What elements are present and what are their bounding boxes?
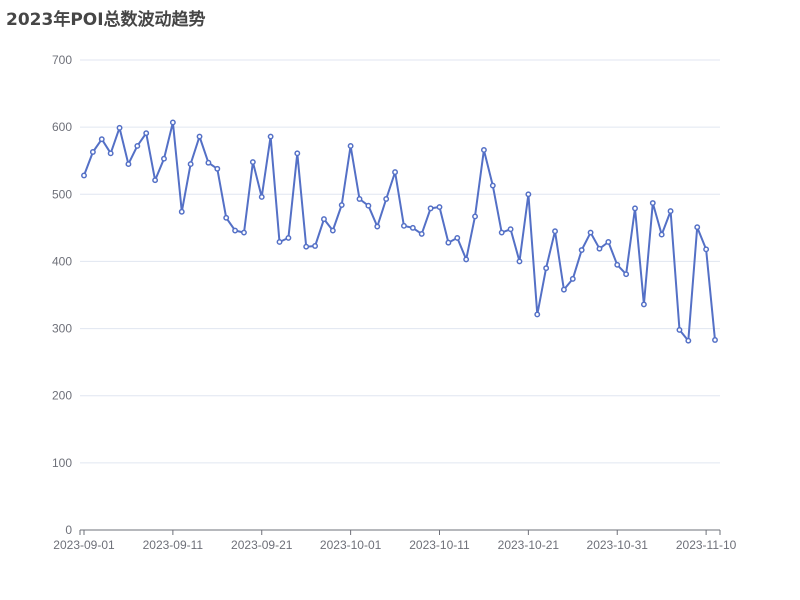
data-point[interactable]: [614, 261, 621, 268]
data-point[interactable]: [267, 133, 274, 140]
data-point[interactable]: [534, 311, 541, 318]
data-point[interactable]: [356, 196, 363, 202]
data-point[interactable]: [321, 216, 327, 223]
data-point[interactable]: [427, 205, 434, 212]
data-point[interactable]: [178, 208, 185, 215]
chart-title: 2023年POI总数波动趋势: [6, 10, 206, 30]
data-point[interactable]: [312, 243, 319, 249]
data-point[interactable]: [223, 214, 230, 221]
data-point[interactable]: [525, 191, 532, 198]
data-point[interactable]: [605, 239, 612, 245]
data-point[interactable]: [578, 247, 585, 253]
data-point[interactable]: [552, 228, 558, 235]
data-point[interactable]: [338, 202, 345, 208]
data-point[interactable]: [712, 337, 718, 343]
data-point[interactable]: [418, 230, 425, 237]
y-tick-label: 700: [52, 53, 72, 67]
data-point[interactable]: [480, 147, 487, 153]
data-point[interactable]: [498, 229, 505, 236]
data-point[interactable]: [214, 165, 221, 172]
data-point[interactable]: [436, 204, 443, 210]
x-tick-label: 2023-10-01: [320, 538, 382, 552]
data-point[interactable]: [560, 286, 567, 293]
x-tick-label: 2023-10-11: [409, 538, 470, 552]
data-points: [81, 119, 718, 344]
data-point[interactable]: [205, 159, 212, 166]
data-point[interactable]: [329, 227, 336, 234]
data-point[interactable]: [276, 239, 283, 245]
data-point[interactable]: [232, 227, 239, 234]
data-point[interactable]: [81, 172, 87, 179]
data-point[interactable]: [392, 169, 399, 176]
data-point[interactable]: [365, 202, 372, 209]
data-point[interactable]: [640, 301, 647, 308]
data-point[interactable]: [98, 136, 105, 143]
data-point[interactable]: [445, 239, 452, 246]
data-point[interactable]: [676, 326, 683, 333]
data-point[interactable]: [649, 200, 656, 206]
x-tick-label: 2023-10-31: [587, 538, 649, 552]
data-point[interactable]: [383, 196, 390, 202]
y-tick-labels: 0 100 200 300 400 500 600 700: [52, 53, 72, 537]
data-point[interactable]: [667, 208, 674, 215]
data-point[interactable]: [703, 246, 710, 253]
x-tick-label: 2023-11-10: [676, 538, 737, 552]
data-point[interactable]: [409, 224, 416, 231]
y-tick-label: 600: [52, 120, 72, 134]
data-point[interactable]: [685, 337, 692, 344]
data-point[interactable]: [516, 258, 523, 265]
series-line: [83, 121, 716, 342]
data-point[interactable]: [489, 182, 496, 189]
x-tick-label: 2023-09-21: [231, 538, 293, 552]
series-polyline: [83, 121, 716, 342]
data-point[interactable]: [454, 234, 461, 241]
y-tick-label: 500: [52, 187, 72, 201]
x-tick-label: 2023-10-21: [498, 538, 560, 552]
data-point[interactable]: [569, 275, 576, 282]
data-point[interactable]: [596, 245, 603, 252]
data-point[interactable]: [472, 213, 478, 220]
data-point[interactable]: [623, 271, 630, 278]
data-point[interactable]: [285, 234, 292, 241]
data-point[interactable]: [258, 194, 265, 200]
data-point[interactable]: [107, 150, 114, 157]
data-point[interactable]: [400, 222, 407, 229]
data-point[interactable]: [303, 243, 310, 250]
y-tick-label: 400: [52, 254, 72, 268]
data-point[interactable]: [694, 224, 701, 231]
y-tick-label: 100: [52, 456, 72, 470]
data-point[interactable]: [507, 226, 514, 233]
data-point[interactable]: [89, 149, 96, 155]
grid-lines: [80, 59, 720, 464]
data-point[interactable]: [134, 142, 141, 149]
data-point[interactable]: [347, 142, 354, 149]
y-tick-label: 200: [52, 389, 72, 403]
data-point[interactable]: [143, 130, 150, 137]
y-tick-label: 0: [65, 523, 72, 537]
data-point[interactable]: [587, 229, 594, 236]
data-point[interactable]: [294, 150, 301, 157]
y-tick-label: 300: [52, 322, 72, 336]
data-point[interactable]: [187, 161, 194, 168]
x-tick-label: 2023-09-01: [53, 538, 115, 552]
data-point[interactable]: [196, 133, 203, 140]
data-point[interactable]: [374, 223, 381, 230]
data-point[interactable]: [161, 155, 167, 162]
data-point[interactable]: [658, 231, 665, 238]
axes: [79, 529, 721, 535]
data-point[interactable]: [463, 256, 470, 263]
data-point[interactable]: [116, 124, 123, 131]
data-point[interactable]: [249, 159, 256, 166]
data-point[interactable]: [152, 177, 159, 184]
data-point[interactable]: [543, 265, 550, 272]
data-point[interactable]: [169, 119, 176, 126]
x-tick-labels: 2023-09-01 2023-09-11 2023-09-21 2023-10-01…: [53, 538, 736, 552]
data-point[interactable]: [125, 161, 132, 168]
data-point[interactable]: [632, 205, 638, 212]
x-tick-label: 2023-09-11: [143, 538, 204, 552]
data-point[interactable]: [241, 229, 247, 236]
